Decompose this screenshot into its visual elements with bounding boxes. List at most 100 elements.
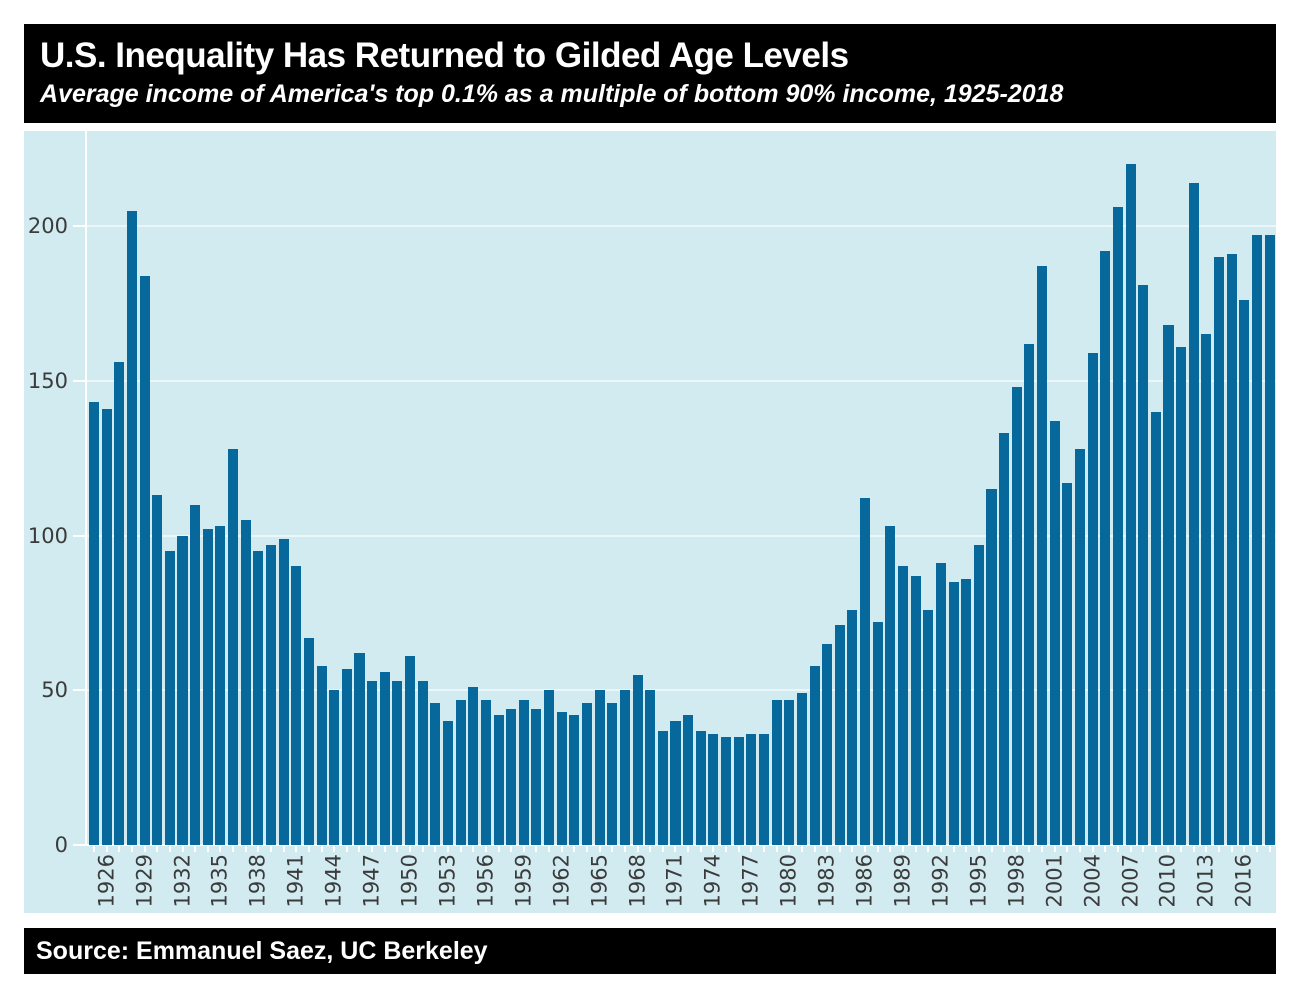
- bar-1990: [910, 575, 921, 852]
- bar-1944: 1944: [322, 690, 346, 907]
- x-tick-mark: [93, 846, 96, 852]
- x-tick-mark: [864, 846, 867, 852]
- x-tick-mark: [548, 846, 551, 852]
- bar-1970: [657, 730, 668, 852]
- bar-1947: 1947: [360, 680, 384, 907]
- y-tick-mark: [73, 534, 85, 537]
- x-tick-mark: [1053, 846, 1056, 852]
- x-tick-mark: [194, 846, 197, 852]
- gridline-200: [85, 225, 1276, 227]
- x-tick-mark: [1129, 846, 1132, 852]
- x-tick-mark: [674, 846, 677, 852]
- bar-1927: [114, 362, 125, 852]
- bar-1974: 1974: [701, 733, 725, 907]
- x-tick-mark: [1167, 846, 1170, 852]
- x-tick-mark: [939, 846, 942, 852]
- gridline-50: [85, 689, 1276, 692]
- x-tick-mark: [965, 846, 968, 852]
- y-tick-label: 150: [27, 368, 68, 393]
- bar-1954: [455, 699, 466, 852]
- bar-1955: [468, 687, 479, 852]
- x-tick-mark: [1205, 846, 1208, 852]
- bar-1999: [1024, 343, 1035, 852]
- x-tick-mark: [522, 846, 525, 852]
- x-tick-mark: [345, 846, 348, 852]
- x-tick-mark: [1255, 846, 1258, 852]
- x-tick-mark: [219, 846, 222, 852]
- x-tick-mark: [1218, 846, 1221, 852]
- bar-1937: [240, 520, 251, 852]
- bar-1952: [430, 702, 441, 852]
- bar-1973: [695, 730, 706, 852]
- bar-1992: 1992: [928, 563, 952, 907]
- x-axis-line: [85, 844, 1276, 846]
- x-tick-label: 2007: [1118, 854, 1143, 908]
- x-tick-mark: [383, 846, 386, 852]
- bar-1950: 1950: [398, 656, 422, 907]
- bar-1938: 1938: [246, 550, 270, 907]
- x-tick-mark: [459, 846, 462, 852]
- x-tick-label: 1959: [511, 854, 536, 908]
- bar-2012: [1188, 182, 1199, 852]
- bar-1933: [190, 504, 201, 852]
- bar-1951: [417, 680, 428, 852]
- x-tick-mark: [573, 846, 576, 852]
- x-tick-mark: [307, 846, 310, 852]
- bar-1994: [961, 578, 972, 852]
- bar-2001: 2001: [1042, 421, 1066, 907]
- x-tick-mark: [1091, 846, 1094, 852]
- header-band: U.S. Inequality Has Returned to Gilded A…: [24, 24, 1276, 123]
- x-tick-mark: [1154, 846, 1157, 852]
- bars-container: 1926 1929 1932 1935 1938 1941 1944 1947 1950 1953…: [85, 131, 1275, 907]
- bar-1957: [493, 715, 504, 852]
- x-tick-mark: [333, 846, 336, 852]
- y-tick-label: 100: [27, 523, 68, 548]
- bar-1939: [265, 544, 277, 852]
- bar-1934: [202, 529, 213, 852]
- x-tick-label: 1992: [928, 854, 953, 908]
- x-tick-mark: [990, 846, 993, 852]
- x-tick-label: 2010: [1155, 854, 1180, 908]
- bar-1948: [379, 671, 390, 852]
- bar-1940: [278, 538, 289, 852]
- bar-1960: [531, 708, 542, 852]
- x-tick-mark: [661, 846, 664, 852]
- bar-1930: [152, 495, 163, 852]
- y-tick-label: 50: [41, 678, 68, 703]
- x-tick-label: 1950: [397, 854, 422, 908]
- x-tick-mark: [510, 846, 513, 852]
- bar-1969: [645, 690, 656, 852]
- x-tick-mark: [472, 846, 475, 852]
- bar-1931: [164, 550, 175, 852]
- bar-2005: [1100, 250, 1111, 852]
- bar-1964: [581, 702, 593, 852]
- x-tick-mark: [497, 846, 500, 852]
- bar-2006: [1112, 207, 1123, 852]
- bar-1981: [796, 693, 807, 852]
- x-tick-label: 1986: [852, 854, 877, 908]
- bar-1996: [986, 489, 997, 852]
- bar-1982: [809, 665, 820, 852]
- x-tick-label: 1980: [776, 854, 801, 908]
- x-tick-mark: [1041, 846, 1044, 852]
- x-tick-mark: [712, 846, 715, 852]
- x-tick-label: 1956: [473, 854, 498, 908]
- x-tick-mark: [838, 846, 841, 852]
- x-tick-mark: [1180, 846, 1183, 852]
- x-tick-mark: [1243, 846, 1246, 852]
- x-tick-mark: [914, 846, 917, 852]
- bar-1987: [872, 622, 883, 852]
- x-tick-mark: [611, 846, 614, 852]
- x-tick-mark: [421, 846, 424, 852]
- bar-1997: [999, 433, 1010, 852]
- bar-1966: [607, 702, 618, 852]
- x-tick-mark: [598, 846, 601, 852]
- x-tick-mark: [257, 846, 260, 852]
- bar-2013: 2013: [1194, 334, 1218, 907]
- bar-2007: 2007: [1118, 164, 1142, 907]
- x-tick-mark: [105, 846, 108, 852]
- bar-2011: [1176, 346, 1187, 852]
- x-tick-label: 1968: [625, 854, 650, 908]
- bar-1975: [721, 736, 732, 852]
- x-tick-label: 1938: [245, 854, 270, 908]
